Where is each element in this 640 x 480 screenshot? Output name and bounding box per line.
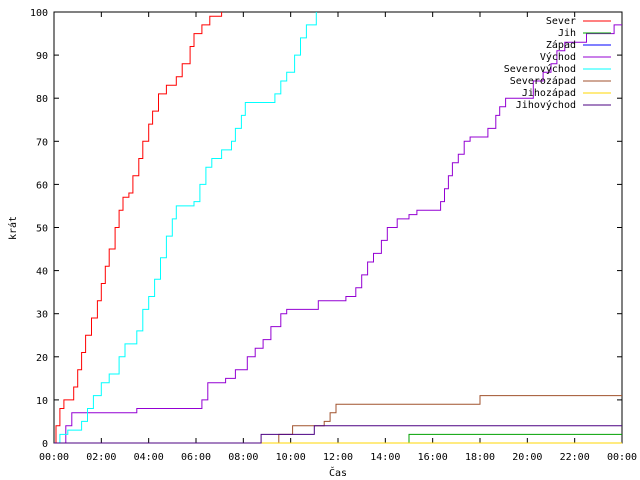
y-tick-label: 60 (36, 180, 48, 191)
x-tick-label: 04:00 (134, 452, 164, 463)
legend-label-vychod: Východ (540, 51, 576, 63)
series-line-jihovychod (54, 425, 622, 444)
series-lines (54, 12, 622, 444)
x-tick-label: 08:00 (228, 452, 258, 463)
y-axis-title: krát (7, 216, 19, 240)
y-tick-label: 70 (36, 137, 48, 148)
y-tick-label: 20 (36, 353, 48, 364)
y-tick-label: 100 (30, 8, 48, 19)
series-line-severozapad (54, 395, 622, 444)
x-axis-title: Čas (329, 466, 347, 479)
legend-label-severovychod: Severovýchod (504, 63, 576, 75)
x-tick-label: 16:00 (418, 452, 448, 463)
legend-label-jihovychod: Jihovýchod (516, 99, 576, 111)
y-tick-label: 40 (36, 267, 48, 278)
y-tick-label: 30 (36, 310, 48, 321)
x-tick-label: 06:00 (181, 452, 211, 463)
y-tick-label: 90 (36, 51, 48, 62)
x-tick-label: 00:00 (39, 452, 69, 463)
x-tick-label: 00:00 (607, 452, 637, 463)
y-tick-label: 0 (42, 439, 48, 450)
x-tick-label: 18:00 (465, 452, 495, 463)
x-tick-label: 10:00 (276, 452, 306, 463)
x-tick-label: 12:00 (323, 452, 353, 463)
legend-label-sever: Sever (546, 16, 576, 27)
legend-label-zapad: Západ (546, 39, 576, 51)
series-line-vychod (54, 24, 622, 444)
x-tick-label: 02:00 (86, 452, 116, 463)
x-tick-label: 22:00 (560, 452, 590, 463)
legend-label-jih: Jih (558, 28, 576, 39)
y-tick-label: 10 (36, 396, 48, 407)
x-tick-label: 20:00 (512, 452, 542, 463)
series-line-severovychod (54, 12, 317, 444)
legend: SeverJihZápadVýchodSeverovýchodSeverozáp… (504, 16, 611, 111)
axis-ticks: 0 10 20 30 40 50 60 70 80 90 100 00:00 02:00 04:00 06:… (30, 8, 637, 463)
x-tick-label: 14:00 (370, 452, 400, 463)
y-tick-label: 80 (36, 94, 48, 105)
legend-label-jihozapad: Jihozápad (522, 87, 576, 99)
y-tick-label: 50 (36, 224, 48, 235)
series-line-sever (54, 12, 223, 444)
legend-label-severozapad: Severozápad (510, 75, 576, 87)
